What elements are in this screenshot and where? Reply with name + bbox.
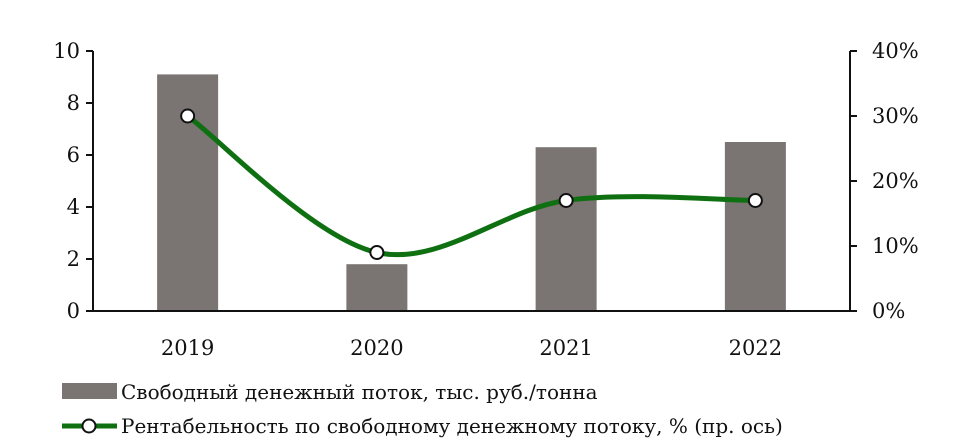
bar [724, 142, 786, 311]
line-point [558, 193, 574, 208]
bar [346, 264, 408, 311]
y-left-tick-label: 6 [67, 143, 80, 167]
y-left-tick-label: 10 [53, 39, 80, 63]
x-tick-label: 2020 [350, 336, 403, 360]
legend-label-line: Рентабельность по свободному денежному п… [121, 414, 783, 438]
y-right-tick-label: 30% [872, 104, 919, 128]
y-right-tick-label: 20% [872, 169, 919, 193]
y-left-tick-label: 2 [67, 247, 80, 271]
y-left-tick-label: 4 [67, 195, 80, 219]
line-point [180, 108, 196, 124]
axes: 0 2 4 6 8 10 0% 10% 20% 30% 40% [53, 39, 918, 323]
line-path [185, 113, 758, 258]
bar [535, 147, 597, 311]
line-point [747, 193, 763, 208]
line-point [369, 245, 385, 260]
legend-swatch-marker [81, 418, 97, 434]
legend-label-bar: Свободный денежный поток, тыс. руб./тонн… [121, 380, 598, 404]
x-tick-label: 2022 [729, 336, 782, 360]
legend: Свободный денежный поток, тыс. руб./тонн… [62, 380, 783, 438]
y-left-tick-label: 0 [67, 299, 80, 323]
line-series [180, 108, 763, 260]
y-right-tick-label: 40% [872, 39, 919, 63]
y-left-tick-label: 8 [67, 91, 80, 115]
y-right-tick-label: 10% [872, 234, 919, 258]
x-axis-tick-labels: 2019 2020 2021 2022 [161, 336, 782, 360]
legend-swatch-bar [62, 383, 117, 399]
y-right-tick-label: 0% [872, 299, 905, 323]
x-tick-label: 2021 [539, 336, 592, 360]
bar-series [157, 74, 786, 312]
x-tick-label: 2019 [161, 336, 214, 360]
